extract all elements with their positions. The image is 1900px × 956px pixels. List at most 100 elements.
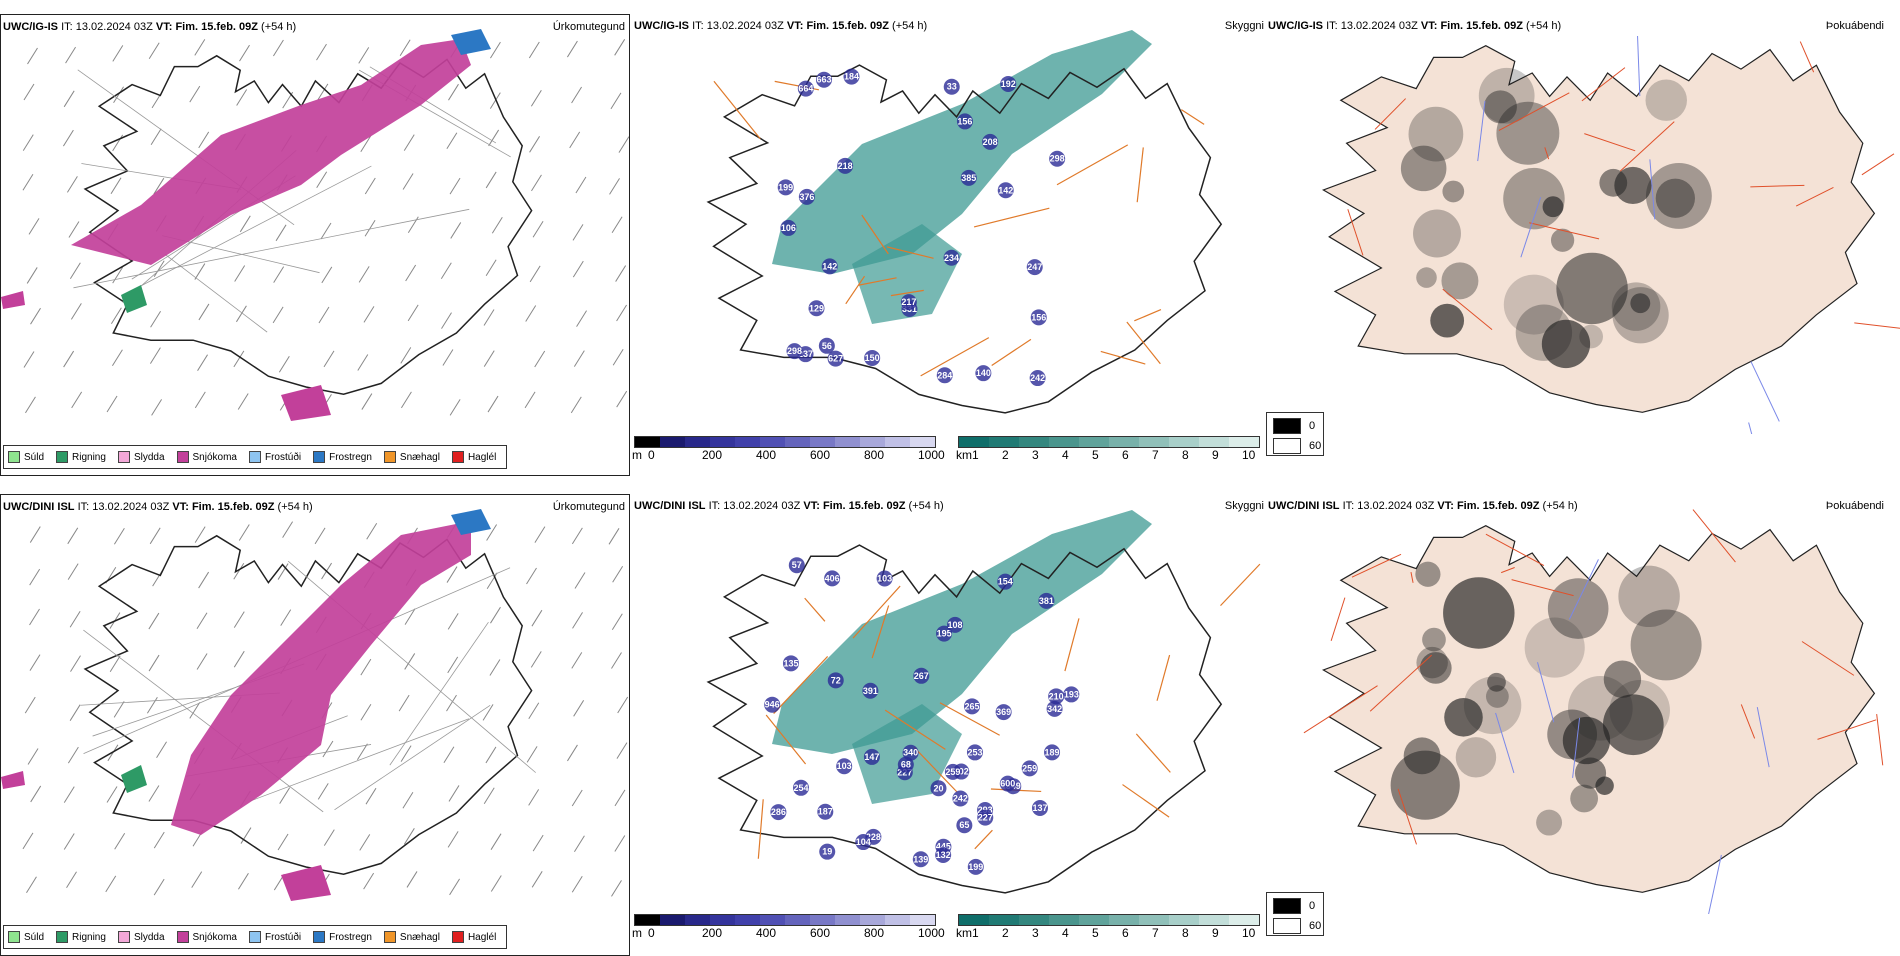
low-cloud-spot <box>863 748 880 765</box>
rain-area <box>121 765 147 793</box>
road-line <box>1801 641 1855 676</box>
low-cloud-spot <box>818 337 835 354</box>
low-cloud-spot <box>956 817 973 834</box>
road-line <box>852 585 901 639</box>
road-line <box>1330 597 1346 641</box>
road-line <box>1220 563 1261 607</box>
panel-title: UWC/DINI ISL IT: 13.02.2024 03Z VT: Fim.… <box>3 501 313 513</box>
wind-barb <box>528 702 540 720</box>
road-line <box>861 214 889 255</box>
legend-item: Snjókoma <box>176 451 237 463</box>
wind-barb <box>485 171 497 189</box>
wind-barb <box>531 609 543 627</box>
legend-label: Haglél <box>467 451 497 463</box>
wind-barb <box>440 262 452 280</box>
cloud-base-label: 376 <box>799 192 814 202</box>
fog-patch <box>1645 79 1687 121</box>
wind-barb <box>363 306 375 323</box>
wind-barb <box>358 266 370 283</box>
fog-patch <box>1416 267 1437 288</box>
low-cloud-spot <box>827 672 844 689</box>
legend-label: Slydda <box>133 931 165 943</box>
colorbar-tick: 1 <box>972 448 979 462</box>
cloud-base-label: 187 <box>818 807 833 817</box>
wind-barb <box>616 390 628 408</box>
road-line <box>884 709 946 750</box>
fog-patch <box>1570 784 1599 813</box>
legend-item: Súld <box>8 451 44 463</box>
wind-barb <box>449 399 461 416</box>
low-cloud-spot <box>936 625 953 642</box>
road-line <box>1442 288 1493 331</box>
legend-swatch <box>451 451 464 463</box>
colorbar-tick: 5 <box>1092 448 1099 462</box>
river-line <box>1572 717 1581 778</box>
low-cloud-spot <box>1000 75 1017 92</box>
wind-barb <box>194 263 206 280</box>
panel-type-label: Úrkomutegund <box>552 501 625 513</box>
wind-barb <box>194 391 206 409</box>
wind-barb <box>112 349 123 367</box>
road-line <box>1347 209 1364 256</box>
wind-barb <box>610 92 622 110</box>
fog-patch <box>1483 90 1517 124</box>
road-line <box>1064 618 1080 672</box>
low-cloud-spot <box>855 834 872 851</box>
snow-area <box>281 865 331 901</box>
road-line <box>1861 153 1895 176</box>
low-cloud-spot <box>797 80 814 97</box>
wind-barb <box>110 177 122 194</box>
road-line <box>1156 654 1171 701</box>
wind-barb <box>29 568 41 586</box>
cloud-base-label: 33 <box>947 82 957 92</box>
wind-barb <box>448 83 459 101</box>
road-line <box>1498 92 1570 131</box>
colorbar-swatches <box>958 436 1260 448</box>
fog-patch <box>1630 293 1651 314</box>
cloud-base-label: 254 <box>793 783 808 793</box>
wind-barb <box>446 132 458 149</box>
wind-barb <box>65 46 76 64</box>
legend-swatch <box>117 931 130 943</box>
road-line <box>1122 784 1170 818</box>
cloud-base-label: 242 <box>953 793 968 803</box>
wind-barb <box>360 703 372 721</box>
wind-barb <box>279 787 291 804</box>
wind-barb <box>63 90 75 108</box>
fog-patch <box>1413 209 1461 258</box>
road-line <box>871 605 890 659</box>
wind-barb <box>26 267 38 284</box>
colorbar-unit: km <box>956 448 972 462</box>
low-cloud-spot <box>1026 259 1043 276</box>
low-cloud-spot <box>1031 799 1048 816</box>
river-line <box>1537 662 1555 723</box>
panel-type-label: Skyggni <box>1224 500 1264 512</box>
cloud-base-label: 103 <box>837 761 852 771</box>
wind-barb <box>112 134 124 152</box>
road-line <box>250 718 470 802</box>
wind-barb <box>483 350 495 367</box>
wind-barb <box>27 47 38 65</box>
coastline <box>706 544 1223 894</box>
low-cloud-spot <box>913 667 930 684</box>
road-line <box>1056 144 1129 186</box>
wind-barb <box>275 224 287 242</box>
panel-title: UWC/DINI ISL IT: 13.02.2024 03Z VT: Fim.… <box>1268 500 1578 512</box>
road-line <box>83 629 324 813</box>
low-cloud-spot <box>952 790 969 807</box>
river-line <box>1756 707 1770 768</box>
land-area <box>1321 45 1876 413</box>
cloud-base-label: 108 <box>948 620 963 630</box>
wind-barb <box>29 608 40 626</box>
fog-patch <box>1612 287 1669 344</box>
fog-legend-item: 0 <box>1273 898 1315 914</box>
wind-barb <box>23 351 35 368</box>
wind-barb <box>364 177 376 195</box>
wind-barb <box>322 740 334 758</box>
wind-barb <box>490 875 502 892</box>
road-line <box>1397 788 1417 845</box>
wind-barb <box>404 608 416 625</box>
fog-label: 60 <box>1309 440 1322 452</box>
colorbar-tick: 4 <box>1062 448 1069 462</box>
legend-label: Frostregn <box>329 451 372 463</box>
